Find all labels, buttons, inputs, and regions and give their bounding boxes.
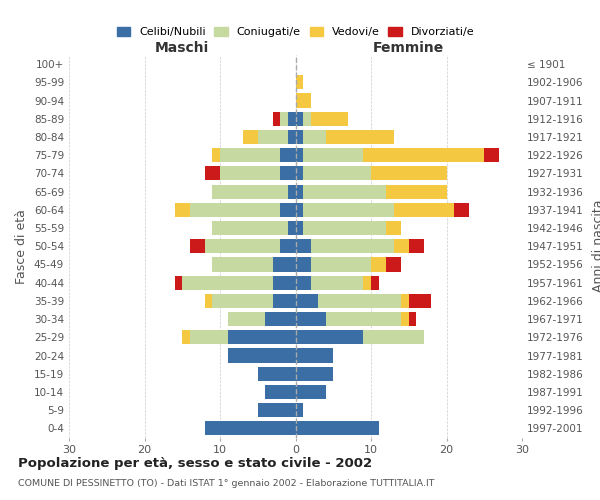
Bar	[303, 166, 371, 180]
Bar	[280, 166, 296, 180]
Bar	[303, 148, 364, 162]
Bar	[303, 202, 394, 217]
Y-axis label: Anni di nascita: Anni di nascita	[592, 200, 600, 292]
Bar	[280, 148, 296, 162]
Bar	[212, 184, 288, 198]
Bar	[296, 239, 311, 254]
Bar	[296, 276, 311, 290]
Bar	[296, 112, 303, 126]
Bar	[182, 330, 190, 344]
Bar	[258, 130, 288, 144]
Bar	[326, 312, 401, 326]
Bar	[484, 148, 499, 162]
Bar	[311, 239, 394, 254]
Bar	[273, 258, 296, 272]
Bar	[386, 258, 401, 272]
Bar	[296, 221, 303, 235]
Bar	[205, 294, 212, 308]
Bar	[371, 276, 379, 290]
Bar	[220, 166, 280, 180]
Bar	[227, 312, 265, 326]
Bar	[205, 166, 220, 180]
Bar	[175, 276, 182, 290]
Bar	[303, 184, 386, 198]
Bar	[371, 258, 386, 272]
Bar	[303, 221, 386, 235]
Legend: Celibi/Nubili, Coniugati/e, Vedovi/e, Divorziati/e: Celibi/Nubili, Coniugati/e, Vedovi/e, Di…	[112, 22, 479, 42]
Bar	[296, 130, 303, 144]
Bar	[220, 148, 280, 162]
Bar	[280, 112, 288, 126]
Bar	[273, 294, 296, 308]
Text: Maschi: Maschi	[155, 41, 209, 55]
Bar	[296, 258, 311, 272]
Bar	[386, 184, 446, 198]
Bar	[273, 112, 280, 126]
Bar	[296, 202, 303, 217]
Bar	[280, 202, 296, 217]
Bar	[258, 366, 296, 381]
Text: Femmine: Femmine	[373, 41, 445, 55]
Bar	[409, 312, 416, 326]
Bar	[296, 94, 311, 108]
Y-axis label: Fasce di età: Fasce di età	[16, 209, 28, 284]
Bar	[182, 276, 273, 290]
Bar	[296, 312, 326, 326]
Bar	[265, 312, 296, 326]
Bar	[190, 330, 227, 344]
Bar	[296, 385, 326, 399]
Bar	[288, 221, 296, 235]
Bar	[190, 202, 280, 217]
Text: COMUNE DI PESSINETTO (TO) - Dati ISTAT 1° gennaio 2002 - Elaborazione TUTTITALIA: COMUNE DI PESSINETTO (TO) - Dati ISTAT 1…	[18, 478, 434, 488]
Bar	[364, 276, 371, 290]
Text: Popolazione per età, sesso e stato civile - 2002: Popolazione per età, sesso e stato civil…	[18, 458, 372, 470]
Bar	[227, 330, 296, 344]
Bar	[288, 112, 296, 126]
Bar	[288, 130, 296, 144]
Bar	[303, 112, 311, 126]
Bar	[311, 258, 371, 272]
Bar	[409, 239, 424, 254]
Bar	[311, 112, 349, 126]
Bar	[296, 348, 333, 362]
Bar	[296, 166, 303, 180]
Bar	[401, 312, 409, 326]
Bar	[326, 130, 394, 144]
Bar	[303, 130, 326, 144]
Bar	[364, 330, 424, 344]
Bar	[296, 184, 303, 198]
Bar	[212, 221, 288, 235]
Bar	[364, 148, 484, 162]
Bar	[212, 294, 273, 308]
Bar	[175, 202, 190, 217]
Bar	[296, 330, 364, 344]
Bar	[371, 166, 446, 180]
Bar	[311, 276, 364, 290]
Bar	[296, 75, 303, 90]
Bar	[212, 148, 220, 162]
Bar	[227, 348, 296, 362]
Bar	[296, 148, 303, 162]
Bar	[190, 239, 205, 254]
Bar	[296, 422, 379, 436]
Bar	[296, 366, 333, 381]
Bar	[401, 294, 409, 308]
Bar	[273, 276, 296, 290]
Bar	[212, 258, 273, 272]
Bar	[296, 294, 318, 308]
Bar	[205, 239, 280, 254]
Bar	[265, 385, 296, 399]
Bar	[242, 130, 258, 144]
Bar	[386, 221, 401, 235]
Bar	[394, 239, 409, 254]
Bar	[318, 294, 401, 308]
Bar	[454, 202, 469, 217]
Bar	[258, 403, 296, 417]
Bar	[280, 239, 296, 254]
Bar	[205, 422, 296, 436]
Bar	[288, 184, 296, 198]
Bar	[409, 294, 431, 308]
Bar	[394, 202, 454, 217]
Bar	[296, 403, 303, 417]
